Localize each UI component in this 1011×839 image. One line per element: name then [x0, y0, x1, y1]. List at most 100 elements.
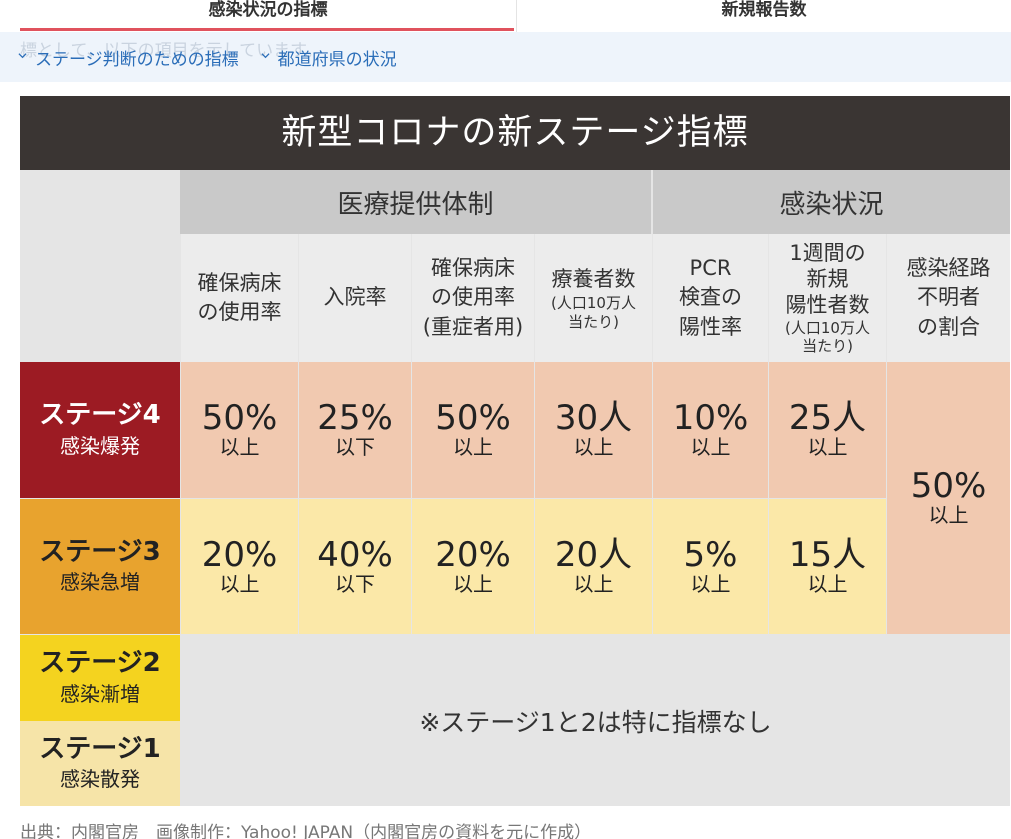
chevron-down-icon [18, 53, 27, 59]
stage-subtitle: 感染爆発 [60, 433, 140, 458]
corner-blank [20, 170, 180, 234]
condition: 以上 [807, 435, 848, 459]
anchor-link-stage-indicators[interactable]: ステージ判断のための指標 [18, 45, 239, 70]
value: 20% [435, 534, 511, 575]
stage-indicator-infographic: 新型コロナの新ステージ指標 医療提供体制 感染状況 確保病床 の使用率 入院率 … [20, 96, 1010, 806]
header-line: の使用率 [197, 300, 282, 324]
tab-label: 新規報告数 [721, 0, 807, 20]
tab-infection-indicators[interactable]: 感染状況の指標 [0, 0, 516, 32]
anchor-nav: 標として、以下の項目を示しています。 ステージ判断のための指標 都道府県の状況 [0, 32, 1011, 82]
header-line: 陽性率 [679, 314, 742, 339]
condition: 以上 [690, 435, 731, 459]
stage-subtitle: 感染急増 [60, 570, 140, 595]
header-line: 検査の [679, 285, 742, 310]
group-header-infection: 感染状況 [653, 170, 1010, 234]
header-line: 陽性者数 [785, 293, 870, 318]
value: 20% [201, 534, 278, 575]
tab-new-reports[interactable]: 新規報告数 [516, 0, 1011, 32]
column-header-pcr-positivity: PCR 検査の 陽性率 [653, 234, 768, 362]
value: 10% [672, 398, 749, 438]
active-tab-underline [20, 28, 514, 31]
column-header-hospitalization: 入院率 [299, 234, 411, 362]
stage-2-label: ステージ2 感染漸増 [20, 635, 180, 721]
value: 25% [317, 398, 393, 438]
condition: 以下 [335, 435, 375, 459]
anchor-link-label: ステージ判断のための指標 [35, 50, 239, 70]
header-line: 確保病床 [431, 255, 515, 280]
header-line: 新規 [806, 267, 849, 292]
column-header-patients: 療養者数 (人口10万人 当たり) [535, 234, 652, 362]
stage-4-label: ステージ4 感染爆発 [20, 362, 180, 498]
stage-3-value: 20% 以上 [412, 499, 534, 634]
header-line: 不明者 [917, 285, 980, 310]
header-line: の使用率 [431, 285, 515, 310]
value: 30人 [554, 398, 633, 438]
header-line: (重症者用) [422, 314, 524, 339]
scrolled-text-ghost: 標として、以下の項目を示しています。 [20, 41, 323, 61]
header-line: 1週間の [789, 240, 866, 265]
value: 25人 [788, 398, 867, 438]
header-line: 確保病床 [197, 270, 282, 295]
column-header-bed-usage: 確保病床 の使用率 [181, 234, 298, 362]
note-text: ※ステージ1と2は特に指標なし [419, 707, 772, 737]
chevron-down-icon [261, 53, 270, 59]
stage-4-value: 25人 以上 [769, 362, 886, 498]
stage-1-label: ステージ1 感染散発 [20, 721, 180, 806]
tab-label: 感染状況の指標 [208, 0, 328, 20]
anchor-link-label: 都道府県の状況 [277, 50, 397, 70]
stage-name: ステージ3 [39, 536, 161, 567]
value: 15人 [788, 534, 867, 575]
value: 20人 [554, 534, 633, 575]
header-note: (人口10万人 [785, 318, 870, 337]
stage-3-value: 20% 以上 [181, 499, 298, 634]
stage-3-value: 20人 以上 [535, 499, 652, 634]
condition: 以上 [219, 435, 260, 459]
anchor-link-prefecture-status[interactable]: 都道府県の状況 [261, 45, 397, 70]
header-line: の割合 [917, 314, 980, 339]
stage-4-value: 25% 以下 [299, 362, 411, 498]
stage-name: ステージ4 [39, 400, 161, 431]
value: 50% [201, 398, 278, 438]
condition: 以上 [807, 571, 848, 596]
stage-subtitle: 感染漸増 [60, 681, 140, 706]
stage-3-value: 40% 以下 [299, 499, 411, 634]
header-line: PCR [689, 255, 732, 280]
stage-3-label: ステージ3 感染急増 [20, 499, 180, 634]
condition: 以下 [335, 571, 375, 596]
value: 50% [910, 466, 987, 506]
infographic-title: 新型コロナの新ステージ指標 [20, 96, 1010, 170]
corner-blank [20, 234, 180, 362]
group-header-medical: 医療提供体制 [180, 170, 651, 234]
stage-3-value: 5% 以上 [653, 499, 768, 634]
condition: 以上 [928, 503, 969, 527]
value: 50% [435, 398, 511, 438]
condition: 以上 [573, 435, 614, 459]
condition: 以上 [453, 435, 493, 459]
tab-bar: 感染状況の指標 新規報告数 [0, 0, 1011, 32]
header-note: 当たり) [568, 312, 619, 331]
stage-4-value: 50% 以上 [412, 362, 534, 498]
column-header-severe-bed-usage: 確保病床 の使用率 (重症者用) [412, 234, 534, 362]
column-header-weekly-new-cases: 1週間の 新規 陽性者数 (人口10万人 当たり) [769, 234, 886, 362]
stage-name: ステージ1 [39, 733, 161, 764]
header-note: 当たり) [802, 337, 853, 356]
header-line: 療養者数 [551, 266, 636, 291]
header-line: 入院率 [323, 285, 387, 310]
condition: 以上 [690, 571, 731, 596]
header-line: 感染経路 [906, 255, 991, 280]
stage-subtitle: 感染散発 [60, 767, 140, 792]
stage-3-value: 15人 以上 [769, 499, 886, 634]
condition: 以上 [573, 571, 614, 596]
value: 40% [317, 534, 393, 575]
value: 5% [683, 534, 738, 575]
stage-4-value: 30人 以上 [535, 362, 652, 498]
stage-name: ステージ2 [39, 648, 161, 679]
unknown-route-merged-value: 50% 以上 [887, 362, 1010, 634]
column-header-unknown-route: 感染経路 不明者 の割合 [887, 234, 1010, 362]
header-note: (人口10万人 [551, 293, 636, 312]
image-credit: 出典：内閣官房 画像制作：Yahoo! JAPAN（内閣官房の資料を元に作成） [20, 823, 592, 839]
stage-4-value: 10% 以上 [653, 362, 768, 498]
no-indicator-note: ※ステージ1と2は特に指標なし [181, 635, 1010, 806]
condition: 以上 [453, 571, 493, 596]
stage-4-value: 50% 以上 [181, 362, 298, 498]
